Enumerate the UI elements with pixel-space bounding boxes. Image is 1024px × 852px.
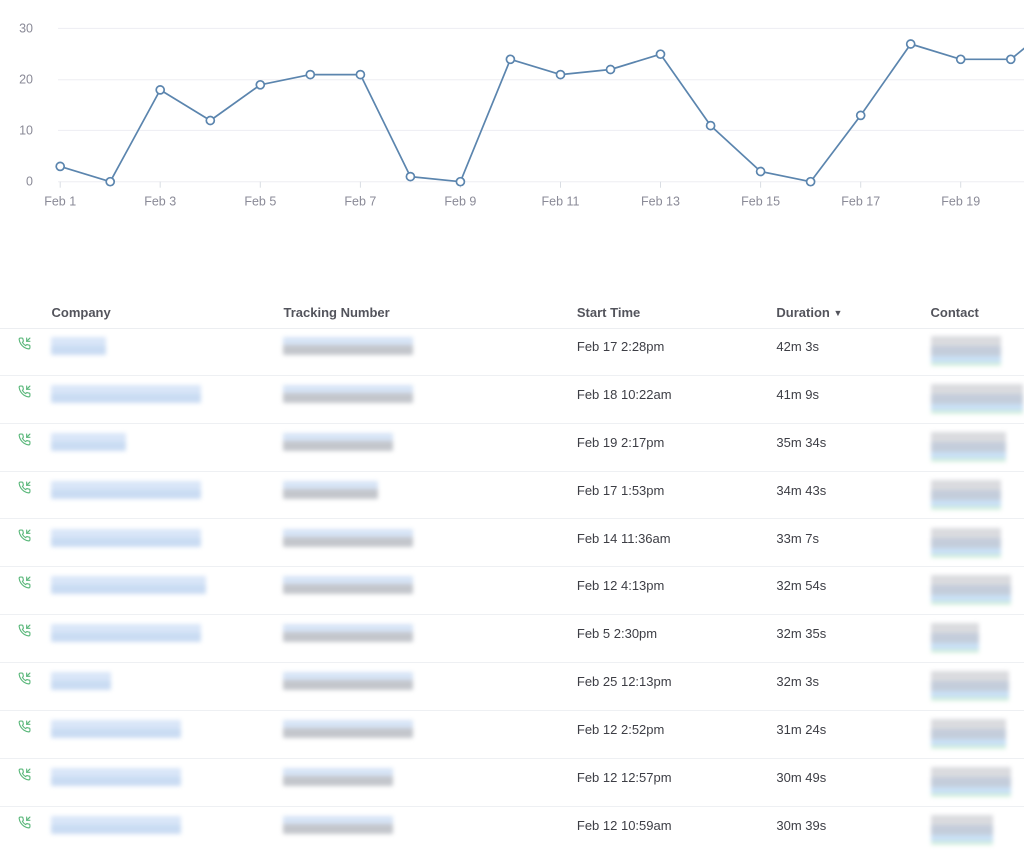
svg-text:Feb 1: Feb 1	[44, 195, 76, 209]
svg-text:Feb 17: Feb 17	[841, 195, 880, 209]
svg-text:30: 30	[19, 21, 33, 35]
svg-text:20: 20	[19, 73, 33, 87]
svg-text:Feb 7: Feb 7	[344, 195, 376, 209]
svg-text:0: 0	[26, 175, 33, 189]
svg-text:Feb 9: Feb 9	[444, 195, 476, 209]
svg-text:Feb 19: Feb 19	[941, 195, 980, 209]
svg-text:Feb 11: Feb 11	[542, 195, 580, 209]
svg-text:Feb 5: Feb 5	[244, 195, 276, 209]
svg-text:Feb 15: Feb 15	[741, 195, 780, 209]
svg-text:Feb 13: Feb 13	[641, 195, 680, 209]
svg-text:Feb 3: Feb 3	[144, 195, 176, 209]
svg-text:10: 10	[19, 123, 33, 137]
